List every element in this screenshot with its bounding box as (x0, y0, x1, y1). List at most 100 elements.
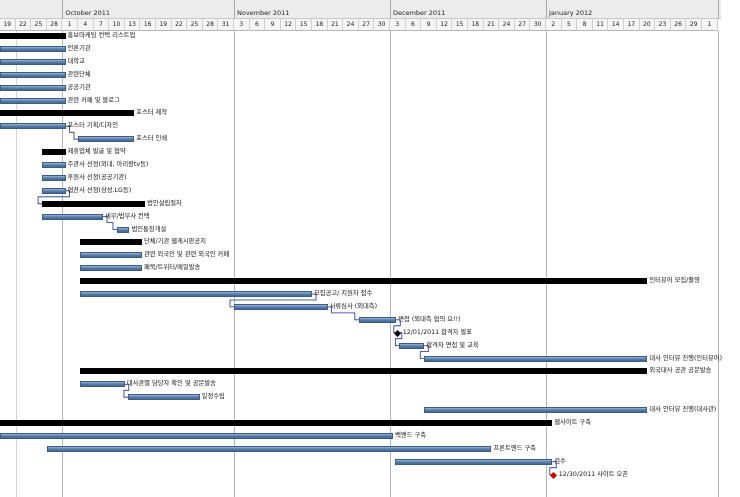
task-bar[interactable] (0, 45, 66, 52)
day-header: 12 (280, 19, 297, 31)
task-bar[interactable] (79, 252, 142, 259)
task-bar[interactable] (0, 84, 66, 91)
day-header: 31 (218, 19, 234, 31)
month-header: October 2011 (62, 0, 234, 19)
task-label: 단체/기관 웹게시판공지 (143, 238, 207, 246)
task-bar[interactable] (0, 71, 66, 78)
grid-line (62, 31, 64, 497)
task-label: 면접 (외대측 협의 요!!) (398, 315, 461, 323)
day-header: 28 (46, 19, 63, 31)
day-header: 11 (592, 19, 609, 31)
milestone-marker[interactable] (550, 471, 558, 479)
task-label: 관련 외국인 및 관련 외국인 카페 (143, 251, 230, 259)
task-label: 법인설립절차 (147, 199, 182, 207)
day-header: 6 (249, 19, 266, 31)
day-header: 30 (374, 19, 390, 31)
summary-task-bar[interactable] (0, 110, 135, 117)
task-bar[interactable] (358, 316, 397, 323)
day-header: 18 (468, 19, 484, 31)
day-header: 21 (483, 19, 500, 31)
month-header: November 2011 (234, 0, 390, 19)
month-header-filler (0, 0, 63, 19)
day-header: 27 (358, 19, 375, 31)
task-label: 합격자 면접 및 교육 (426, 341, 479, 349)
day-header: 23 (655, 19, 671, 31)
task-bar[interactable] (127, 394, 200, 401)
summary-task-bar[interactable] (42, 200, 146, 207)
grid-line (15, 31, 17, 497)
grid-line (717, 31, 719, 497)
day-header: 9 (265, 19, 281, 31)
task-bar[interactable] (0, 432, 394, 439)
task-bar[interactable] (42, 187, 66, 194)
day-header: 22 (171, 19, 188, 31)
day-header: 4 (78, 19, 94, 31)
day-header: 6 (405, 19, 422, 31)
task-label: 모집공고/ 지원자 접수 (314, 290, 373, 297)
task-label: 대사관별 담당자 확인 및 공문발송 (126, 380, 216, 388)
task-label: 검수 (554, 457, 566, 465)
task-label: 서류심사 (외대측) (329, 302, 378, 310)
task-bar[interactable] (42, 213, 103, 220)
month-header: January 2012 (546, 0, 718, 19)
day-header: 15 (296, 19, 312, 31)
day-header: 3 (390, 19, 406, 31)
task-bar[interactable] (78, 136, 135, 143)
summary-task-bar[interactable] (0, 420, 553, 426)
task-bar[interactable] (46, 445, 492, 452)
day-header: 21 (327, 19, 344, 31)
task-bar[interactable] (394, 458, 553, 465)
task-label: 프론트엔드 구축 (493, 444, 536, 452)
summary-task-bar[interactable] (79, 368, 648, 375)
task-bar[interactable] (0, 97, 66, 104)
task-bar[interactable] (424, 407, 648, 414)
summary-task-bar[interactable] (42, 149, 66, 156)
task-label: 후원사 선정(공공기관) (67, 173, 127, 181)
day-header: 22 (15, 19, 32, 31)
task-label: 대학교 (67, 57, 85, 65)
task-bar[interactable] (399, 342, 425, 349)
month-header: December 2011 (390, 0, 546, 19)
task-label: 법인통장개설 (131, 225, 167, 233)
task-label: 세무/법무사 컨택 (104, 212, 150, 220)
day-header: 17 (624, 19, 640, 31)
grid-line (546, 31, 547, 497)
task-bar[interactable] (117, 226, 130, 233)
day-header: 9 (421, 19, 437, 31)
day-header: 27 (514, 19, 531, 31)
day-header: 12 (436, 19, 453, 31)
day-header: 25 (187, 19, 203, 31)
milestone-marker[interactable] (394, 329, 402, 337)
day-header: 16 (140, 19, 156, 31)
task-label: 협찬사 선정(삼성,LG등) (67, 186, 132, 194)
day-header: 26 (670, 19, 687, 31)
day-header: 2 (546, 19, 562, 31)
task-bar[interactable] (42, 162, 66, 168)
month-header: Febru (717, 0, 721, 19)
task-bar[interactable] (79, 381, 125, 388)
task-label: 공공기관 (67, 83, 91, 91)
day-header: 8 (577, 19, 593, 31)
task-label: 인터뷰어 모집/촬영 (649, 277, 700, 285)
summary-task-bar[interactable] (0, 33, 66, 39)
task-label: 백엔드 구축 (395, 431, 427, 439)
task-label: 포스터 인쇄 (136, 135, 168, 143)
task-bar[interactable] (79, 265, 142, 272)
task-label: 언론기관 (67, 44, 91, 52)
task-bar[interactable] (424, 355, 648, 362)
grid-line (234, 31, 235, 497)
summary-task-bar[interactable] (79, 278, 648, 285)
task-bar[interactable] (0, 123, 66, 130)
day-header: 15 (452, 19, 468, 31)
task-bar[interactable] (79, 291, 312, 297)
task-bar[interactable] (0, 58, 66, 65)
task-label: 대사 인터뷰 진행(인터뷰어) (649, 354, 723, 362)
task-label: 일정수립 (201, 393, 225, 401)
summary-task-bar[interactable] (79, 239, 142, 246)
task-bar[interactable] (42, 174, 66, 181)
day-header: 10 (109, 19, 125, 31)
task-bar[interactable] (234, 303, 328, 310)
day-header: 7 (93, 19, 110, 31)
day-header: 24 (499, 19, 515, 31)
